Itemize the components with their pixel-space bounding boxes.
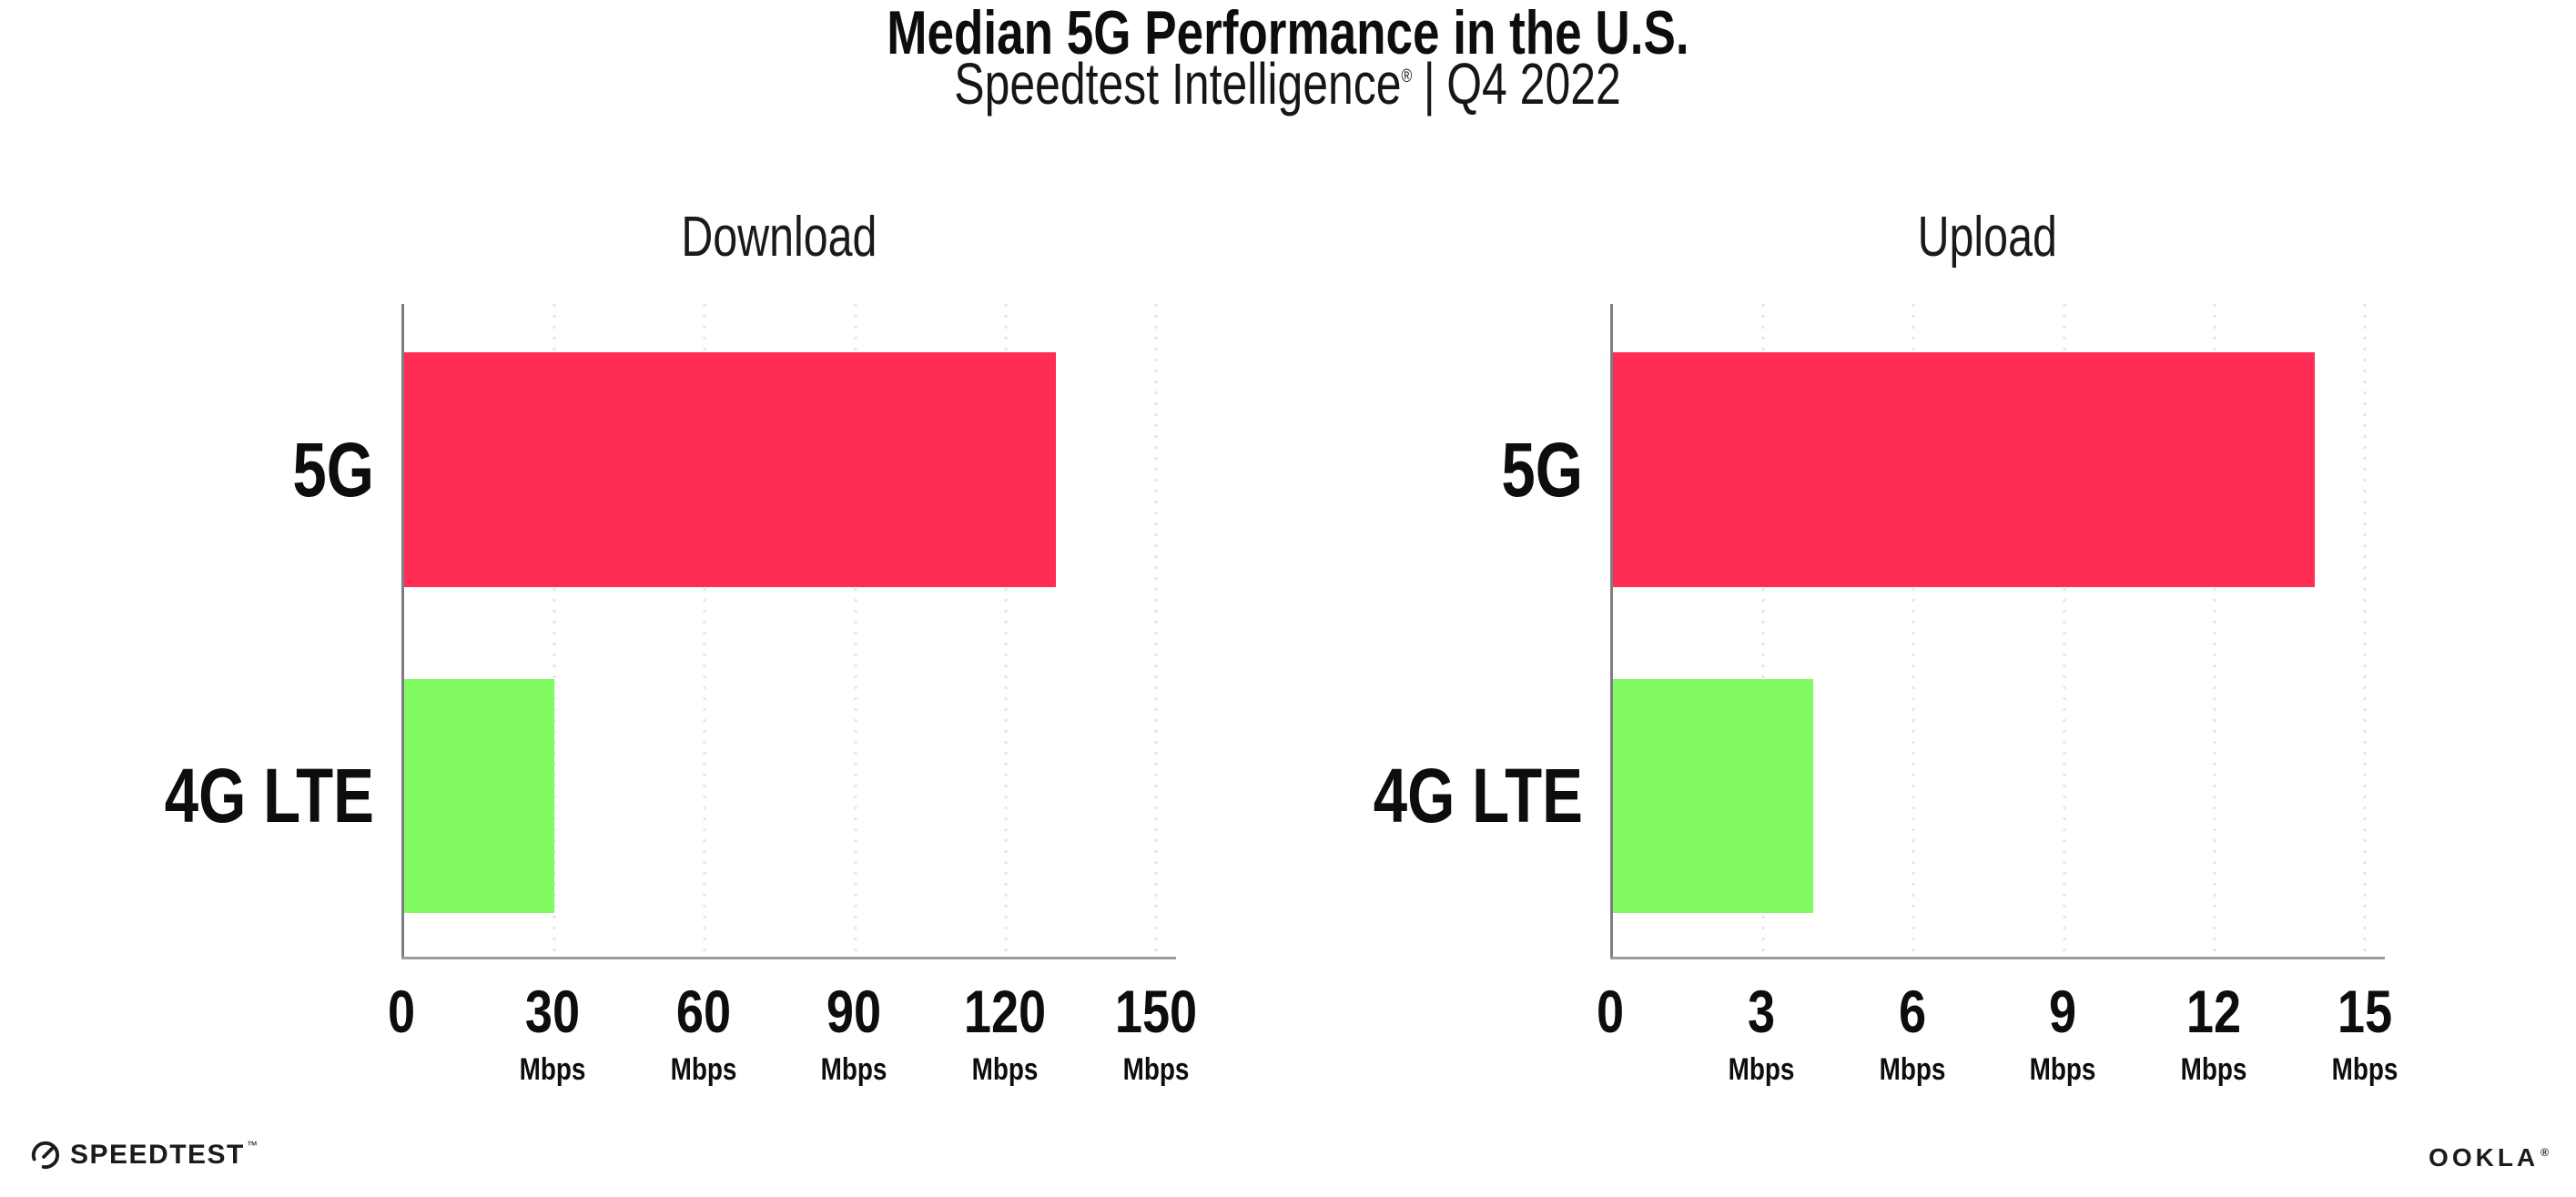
x-axis-line — [401, 957, 1176, 959]
tick-unit: Mbps — [2180, 1052, 2247, 1087]
chart-title: Upload — [1917, 206, 2058, 269]
chart-download: Download 0 30 Mbps 60 Mbps 90 Mbps 120 Mbps 150 Mb… — [165, 209, 1197, 1086]
tick-label: 120 Mbps — [955, 981, 1055, 1085]
plot-area — [1610, 304, 2385, 959]
tick-label: 9 Mbps — [2023, 981, 2104, 1085]
chart-title: Download — [680, 206, 877, 269]
category-label: 5G — [292, 427, 374, 512]
page-subtitle: Speedtest Intelligence® | Q4 2022 — [0, 55, 2576, 127]
tick-value: 150 — [1114, 978, 1198, 1045]
bar-4g-lte — [404, 679, 555, 913]
subtitle-brand: Speedtest Intelligence — [954, 51, 1403, 117]
tick-unit: Mbps — [519, 1052, 586, 1087]
tick-label: 90 Mbps — [814, 981, 895, 1085]
grid-line — [553, 304, 556, 958]
grid-line — [1004, 304, 1008, 958]
tick-unit: Mbps — [1879, 1052, 1945, 1087]
tick-label: 60 Mbps — [663, 981, 744, 1085]
registered-mark: ® — [1402, 66, 1413, 87]
tick-label: 0 — [1594, 981, 1628, 1085]
x-axis-labels: 0 30 Mbps 60 Mbps 90 Mbps 120 Mbps 150 Mbps — [388, 981, 1197, 1109]
tick-label: 6 Mbps — [1871, 981, 1952, 1085]
speedtest-logo: SPEEDTEST ™ — [30, 1139, 258, 1171]
page-title: Median 5G Performance in the U.S. — [0, 2, 2576, 64]
tick-label: 15 Mbps — [2325, 981, 2406, 1085]
chart-upload: Upload 0 3 Mbps 6 Mbps 9 Mbps 12 Mbps 15 Mbps 5G 4G… — [1374, 209, 2399, 1086]
tick-value: 9 — [2049, 978, 2077, 1045]
tick-unit: Mbps — [971, 1052, 1039, 1087]
tick-unit: Mbps — [670, 1052, 736, 1087]
trademark-mark: ™ — [246, 1139, 258, 1151]
tick-value: 3 — [1747, 978, 1775, 1045]
bar-5g — [404, 352, 1056, 587]
tick-label: 150 Mbps — [1106, 981, 1206, 1085]
grid-line — [1912, 304, 1915, 958]
tick-unit: Mbps — [1122, 1052, 1190, 1087]
bar-4g-lte — [1613, 679, 1814, 913]
tick-value: 30 — [524, 978, 580, 1045]
plot-area — [401, 304, 1176, 959]
subtitle-period: Q4 2022 — [1446, 51, 1622, 117]
tick-unit — [1597, 1054, 1624, 1085]
category-label: 4G LTE — [164, 753, 374, 838]
grid-line — [703, 304, 706, 958]
tick-unit: Mbps — [1728, 1052, 1795, 1087]
speedtest-wordmark: SPEEDTEST — [70, 1140, 245, 1170]
subtitle-separator: | — [1424, 51, 1436, 117]
grid-line — [2363, 304, 2367, 958]
tick-value: 12 — [2186, 978, 2242, 1045]
tick-unit: Mbps — [820, 1052, 887, 1087]
gauge-icon — [31, 1141, 60, 1170]
tick-unit — [388, 1054, 415, 1085]
ookla-wordmark: OOKLA — [2429, 1143, 2540, 1172]
registered-mark: ® — [2541, 1146, 2549, 1159]
grid-line — [854, 304, 857, 958]
tick-value: 0 — [1596, 978, 1625, 1045]
tick-value: 120 — [964, 978, 1047, 1045]
tick-value: 90 — [827, 978, 882, 1045]
tick-unit: Mbps — [2029, 1052, 2096, 1087]
x-axis-line — [1610, 957, 2385, 959]
grid-line — [2213, 304, 2216, 958]
tick-value: 60 — [675, 978, 731, 1045]
tick-label: 0 — [385, 981, 419, 1085]
tick-unit: Mbps — [2331, 1052, 2399, 1087]
tick-label: 12 Mbps — [2174, 981, 2255, 1085]
tick-value: 15 — [2337, 978, 2393, 1045]
grid-line — [1154, 304, 1158, 958]
tick-value: 0 — [387, 978, 416, 1045]
bar-5g — [1613, 352, 2315, 587]
tick-label: 30 Mbps — [512, 981, 593, 1085]
ookla-logo: OOKLA ® — [2429, 1143, 2549, 1172]
grid-line — [2063, 304, 2066, 958]
tick-label: 3 Mbps — [1720, 981, 1801, 1085]
tick-value: 6 — [1898, 978, 1926, 1045]
grid-line — [1761, 304, 1765, 958]
category-label: 4G LTE — [1373, 753, 1583, 838]
category-label: 5G — [1501, 427, 1583, 512]
x-axis-labels: 0 3 Mbps 6 Mbps 9 Mbps 12 Mbps 15 Mbps — [1597, 981, 2398, 1109]
page-title-text: Median 5G Performance in the U.S. — [887, 0, 1689, 67]
